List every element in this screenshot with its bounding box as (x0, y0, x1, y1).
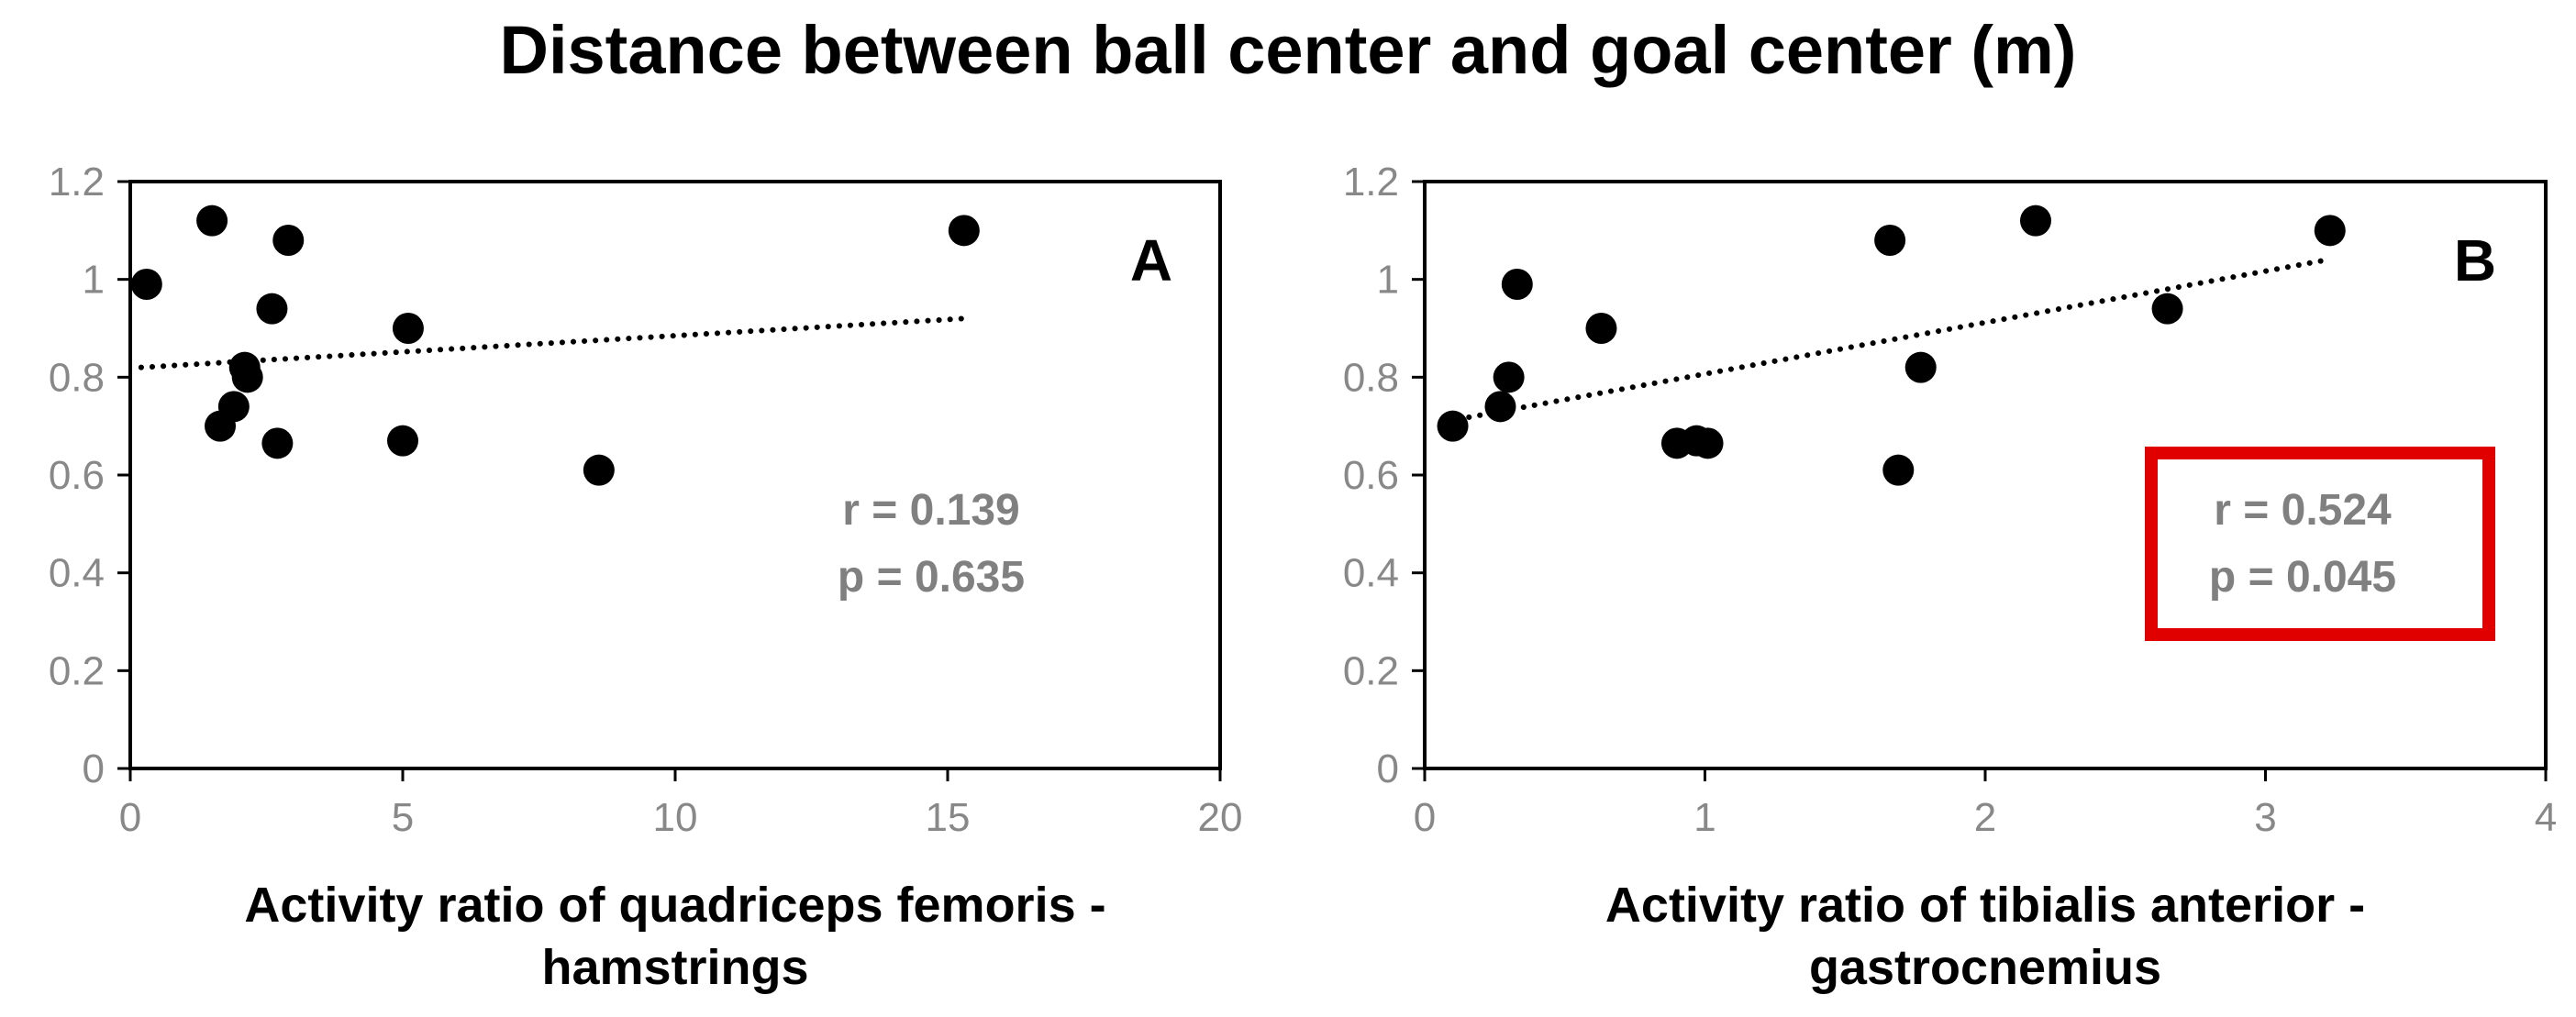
data-point-1-0 (130, 269, 162, 300)
x-axis-label-1-line-2: hamstrings (541, 940, 808, 995)
y-tick-label-2-4: 0.8 (1343, 355, 1399, 400)
x-tick-label-2-4: 4 (2535, 795, 2557, 840)
y-tick-label-2-6: 1.2 (1343, 160, 1399, 205)
panel-label-1: A (1130, 227, 1172, 293)
x-tick-label-1-2: 10 (653, 795, 698, 840)
data-point-2-13 (2314, 215, 2346, 247)
stat-annotation-1-1: p = 0.635 (838, 553, 1025, 602)
y-tick-label-1-2: 0.4 (49, 551, 105, 596)
data-point-2-8 (1874, 225, 1906, 256)
plot-frame-2 (1423, 180, 2548, 770)
panel-label-2: B (2454, 227, 2496, 293)
panel-a: 0 0.2 0.4 0.6 0.8 1 1.2 0 5 10 15 20 Activity ratio … (49, 160, 1243, 995)
data-point-2-2 (1493, 361, 1525, 393)
x-tick-label-2-2: 2 (1974, 795, 1996, 840)
x-axis-label-2-line-2: gastrocnemius (1809, 940, 2161, 995)
data-point-2-12 (2151, 293, 2183, 325)
y-tick-label-2-5: 1 (1377, 258, 1399, 303)
trendline-2 (1444, 257, 2330, 425)
data-point-2-0 (1437, 410, 1469, 442)
data-point-1-11 (583, 454, 615, 486)
y-tick-label-1-0: 0 (83, 746, 105, 791)
data-point-1-12 (948, 215, 980, 247)
data-point-1-2 (272, 225, 305, 256)
data-point-2-4 (1585, 313, 1617, 344)
y-tick-label-2-0: 0 (1377, 746, 1399, 791)
chart-title: Distance between ball center and goal ce… (500, 12, 2077, 88)
data-point-1-9 (261, 427, 294, 459)
x-axis-label-1-line-1: Activity ratio of quadriceps femoris - (244, 878, 1105, 933)
x-tick-label-1-1: 5 (392, 795, 414, 840)
stat-annotation-1-0: r = 0.139 (842, 486, 1020, 535)
y-tick-label-2-1: 0.2 (1343, 648, 1399, 693)
stat-annotation-2-1: p = 0.045 (2209, 553, 2396, 602)
x-axis-label-2-line-1: Activity ratio of tibialis anterior - (1605, 878, 2365, 933)
data-point-1-6 (231, 361, 263, 393)
data-point-1-4 (392, 313, 424, 344)
plot-frame-1 (128, 180, 1222, 770)
x-tick-label-1-3: 15 (926, 795, 971, 840)
data-point-1-3 (256, 293, 288, 325)
data-point-2-7 (1692, 427, 1724, 459)
panel-b: 0 0.2 0.4 0.6 0.8 1 1.2 0 1 2 3 4 Activity ratio of … (1343, 160, 2557, 995)
data-point-2-1 (1484, 391, 1516, 423)
data-point-2-11 (2019, 205, 2051, 237)
y-tick-label-1-1: 0.2 (49, 648, 105, 693)
y-tick-label-1-5: 1 (83, 258, 105, 303)
x-tick-label-1-4: 20 (1198, 795, 1243, 840)
data-point-1-10 (387, 425, 418, 457)
trendline-1 (138, 315, 967, 370)
data-point-2-10 (1904, 351, 1937, 383)
y-tick-label-1-6: 1.2 (49, 160, 105, 205)
x-tick-label-2-0: 0 (1414, 795, 1436, 840)
x-tick-label-1-0: 0 (119, 795, 141, 840)
stat-annotation-2-0: r = 0.524 (2214, 486, 2392, 535)
highlight-box-2 (2145, 447, 2495, 641)
x-tick-label-2-3: 3 (2254, 795, 2276, 840)
y-tick-label-2-3: 0.6 (1343, 453, 1399, 498)
x-tick-label-2-1: 1 (1693, 795, 1715, 840)
y-tick-label-1-4: 0.8 (49, 355, 105, 400)
data-point-1-8 (205, 410, 237, 442)
y-tick-label-1-3: 0.6 (49, 453, 105, 498)
data-point-2-3 (1501, 269, 1533, 300)
data-point-2-9 (1882, 454, 1915, 486)
data-point-1-1 (196, 205, 228, 237)
y-tick-label-2-2: 0.4 (1343, 551, 1399, 596)
